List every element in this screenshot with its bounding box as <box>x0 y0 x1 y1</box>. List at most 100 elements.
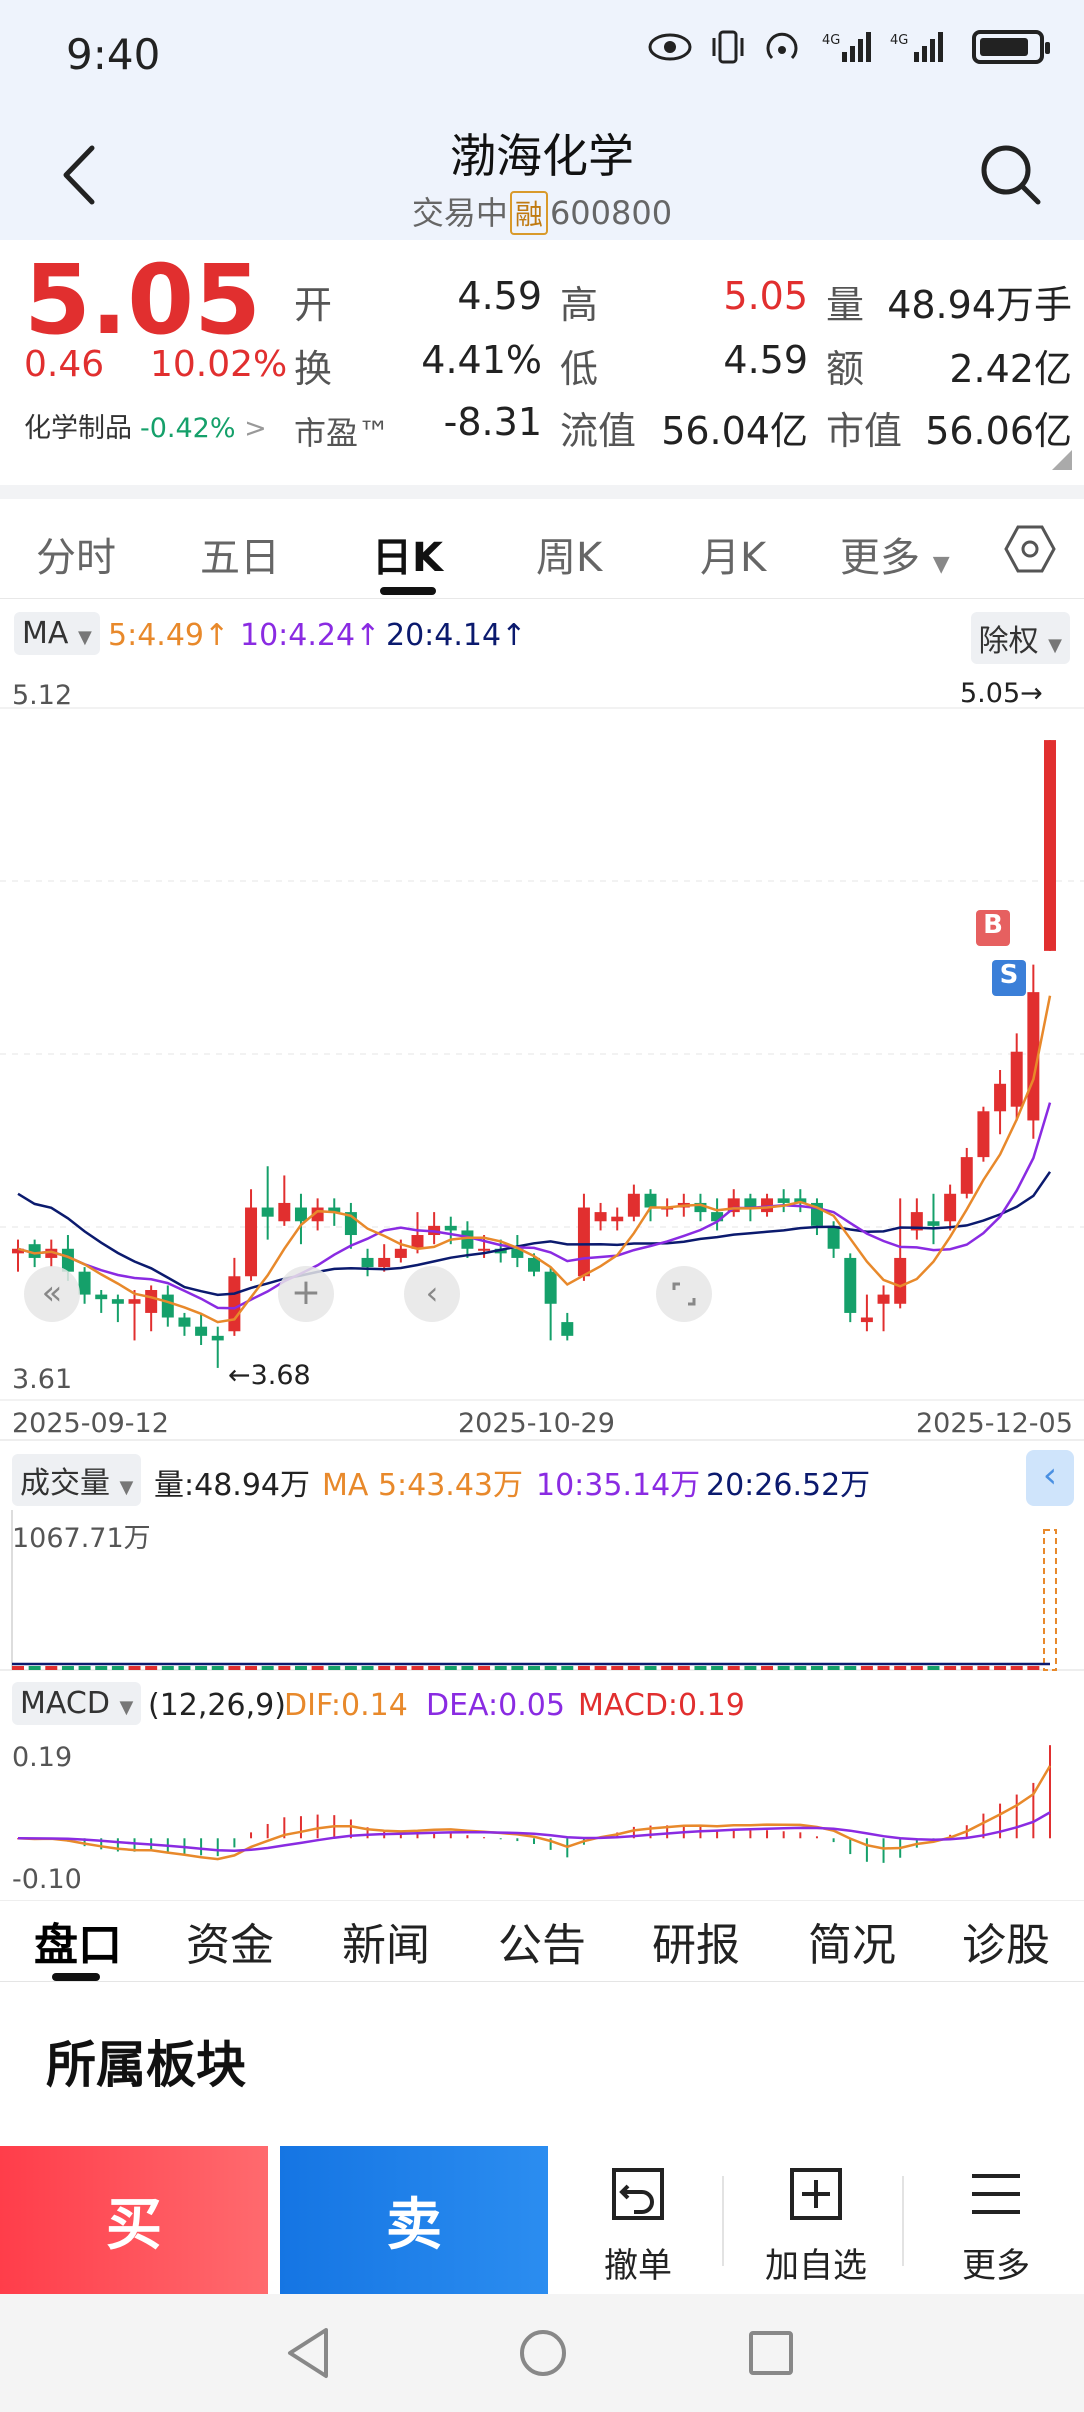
tab-profile[interactable]: 简况 <box>808 1920 896 1971</box>
last-price: 5.05 <box>24 244 261 356</box>
kline-chart[interactable] <box>0 660 1084 1900</box>
volume-bar <box>12 1666 24 1670</box>
chart-settings-icon[interactable] <box>1004 523 1056 575</box>
volume-bar <box>860 1666 873 1670</box>
caret-down-icon: ▼ <box>77 627 92 648</box>
adjust-selector[interactable]: 除权 ▼ <box>970 612 1070 664</box>
nav-back-icon[interactable] <box>286 2326 330 2380</box>
tab-funds[interactable]: 资金 <box>186 1920 274 1971</box>
volume-bar <box>494 1666 507 1670</box>
volume-bar <box>195 1666 208 1670</box>
tab-weekly-k[interactable]: 周K <box>536 535 603 581</box>
candle-body <box>128 1299 141 1304</box>
volume-bar <box>361 1666 374 1670</box>
candle-body <box>860 1317 873 1323</box>
fullscreen-button[interactable] <box>656 1266 712 1322</box>
volume-bar <box>128 1666 141 1670</box>
candle-body <box>711 1212 724 1222</box>
scroll-left-button[interactable]: ‹ <box>404 1266 460 1322</box>
zoom-in-button[interactable]: + <box>278 1266 334 1322</box>
price-change: 0.46 <box>24 344 105 385</box>
scroll-to-start-button[interactable]: « <box>24 1266 80 1322</box>
tab-diagnosis[interactable]: 诊股 <box>962 1920 1050 1971</box>
trading-status: 交易中 <box>411 194 508 232</box>
tab-research[interactable]: 研报 <box>652 1920 740 1971</box>
ma-selector-label: MA <box>22 616 69 651</box>
volume-selector[interactable]: 成交量 ▼ <box>12 1454 142 1506</box>
stock-subtitle: 交易中融 600800 <box>0 188 1084 235</box>
more-button[interactable]: 更多 <box>916 2146 1076 2294</box>
candle-body <box>1027 992 1040 1121</box>
tab-news[interactable]: 新闻 <box>342 1920 430 1971</box>
ma10-value: 10:4.24↑ <box>240 618 381 653</box>
macd-dea: DEA:0.05 <box>426 1688 565 1723</box>
volume-bar <box>561 1666 574 1670</box>
volume-bar <box>78 1666 91 1670</box>
tab-five-day[interactable]: 五日 <box>200 535 280 581</box>
volume-bar <box>677 1666 690 1670</box>
back-arrow-icon[interactable] <box>54 140 104 210</box>
volume-bar <box>311 1666 324 1670</box>
add-favorite-button[interactable]: 加自选 <box>736 2146 896 2294</box>
volume-bar <box>145 1666 158 1670</box>
ma20-line <box>17 1171 1052 1297</box>
macd-selector[interactable]: MACD ▼ <box>12 1682 142 1725</box>
divider <box>902 2176 904 2266</box>
candle-body <box>644 1193 657 1208</box>
cancel-order-button[interactable]: 撤单 <box>558 2146 718 2294</box>
tab-intraday[interactable]: 分时 <box>36 535 116 581</box>
buy-marker[interactable]: B <box>976 910 1010 946</box>
ma20-value: 20:4.14↑ <box>386 618 527 653</box>
buy-button[interactable]: 买 <box>0 2146 268 2294</box>
stock-name: 渤海化学 <box>450 129 634 183</box>
candle-body <box>594 1212 607 1222</box>
ma-selector[interactable]: MA ▼ <box>14 612 100 655</box>
system-nav-bar <box>0 2294 1084 2412</box>
nav-home-icon[interactable] <box>518 2328 568 2378</box>
sell-marker[interactable]: S <box>992 960 1026 996</box>
collapse-panel-button[interactable]: ‹ <box>1026 1450 1074 1506</box>
sector-link[interactable]: 化学制品 -0.42% > <box>24 406 267 445</box>
tab-monthly-k[interactable]: 月K <box>700 535 767 581</box>
candle-body <box>627 1193 640 1217</box>
volume-bar <box>977 1666 990 1670</box>
tab-more[interactable]: 更多 ▼ <box>840 525 950 583</box>
sector-section: 所属板块 <box>0 1985 1084 2145</box>
tab-announcements[interactable]: 公告 <box>498 1920 586 1971</box>
candle-body <box>1044 740 1056 951</box>
float-mcap-value: 56.04亿 <box>661 409 808 453</box>
candle-body <box>761 1198 774 1213</box>
volume-bar <box>777 1666 790 1670</box>
candle-body <box>794 1198 807 1203</box>
nav-recents-icon[interactable] <box>748 2330 794 2376</box>
dea-line <box>17 1811 1051 1853</box>
volume-bar <box>761 1666 774 1670</box>
x-mid-date: 2025-10-29 <box>458 1408 615 1439</box>
high-value: 5.05 <box>723 274 808 318</box>
turnover-label: 换 <box>294 347 333 391</box>
candle-body <box>577 1207 590 1277</box>
turnover-value: 4.41% <box>421 338 542 382</box>
volume-bar <box>478 1666 491 1670</box>
volume-bar <box>611 1666 624 1670</box>
menu-icon <box>972 2174 1020 2214</box>
fullscreen-icon <box>672 1282 696 1306</box>
expand-corner-icon[interactable] <box>1052 450 1072 470</box>
search-icon[interactable] <box>976 140 1046 210</box>
candle-body <box>361 1257 374 1268</box>
candle-body <box>544 1271 557 1304</box>
volume-bar <box>228 1666 241 1670</box>
ma-indicator-row: MA ▼ 5:4.49↑ 10:4.24↑ 20:4.14↑ 除权 ▼ <box>0 610 1084 664</box>
volume-bar <box>461 1666 474 1670</box>
kline-ymax: 5.12 <box>12 680 73 711</box>
tab-daily-k[interactable]: 日K <box>372 535 443 581</box>
chart-area[interactable]: 5.12 3.61 5.05→ ←3.68 2025-09-12 2025-10… <box>0 660 1084 1900</box>
tab-pankou[interactable]: 盘口 <box>34 1920 122 1971</box>
candle-body <box>311 1207 324 1222</box>
amount-label: 额 <box>826 347 865 391</box>
volume-ma5: MA 5:43.43万 <box>322 1468 524 1503</box>
caret-down-icon: ▼ <box>932 552 950 577</box>
sell-button[interactable]: 卖 <box>280 2146 548 2294</box>
volume-current: 量:48.94万 <box>154 1468 310 1503</box>
candle-body <box>694 1202 707 1213</box>
